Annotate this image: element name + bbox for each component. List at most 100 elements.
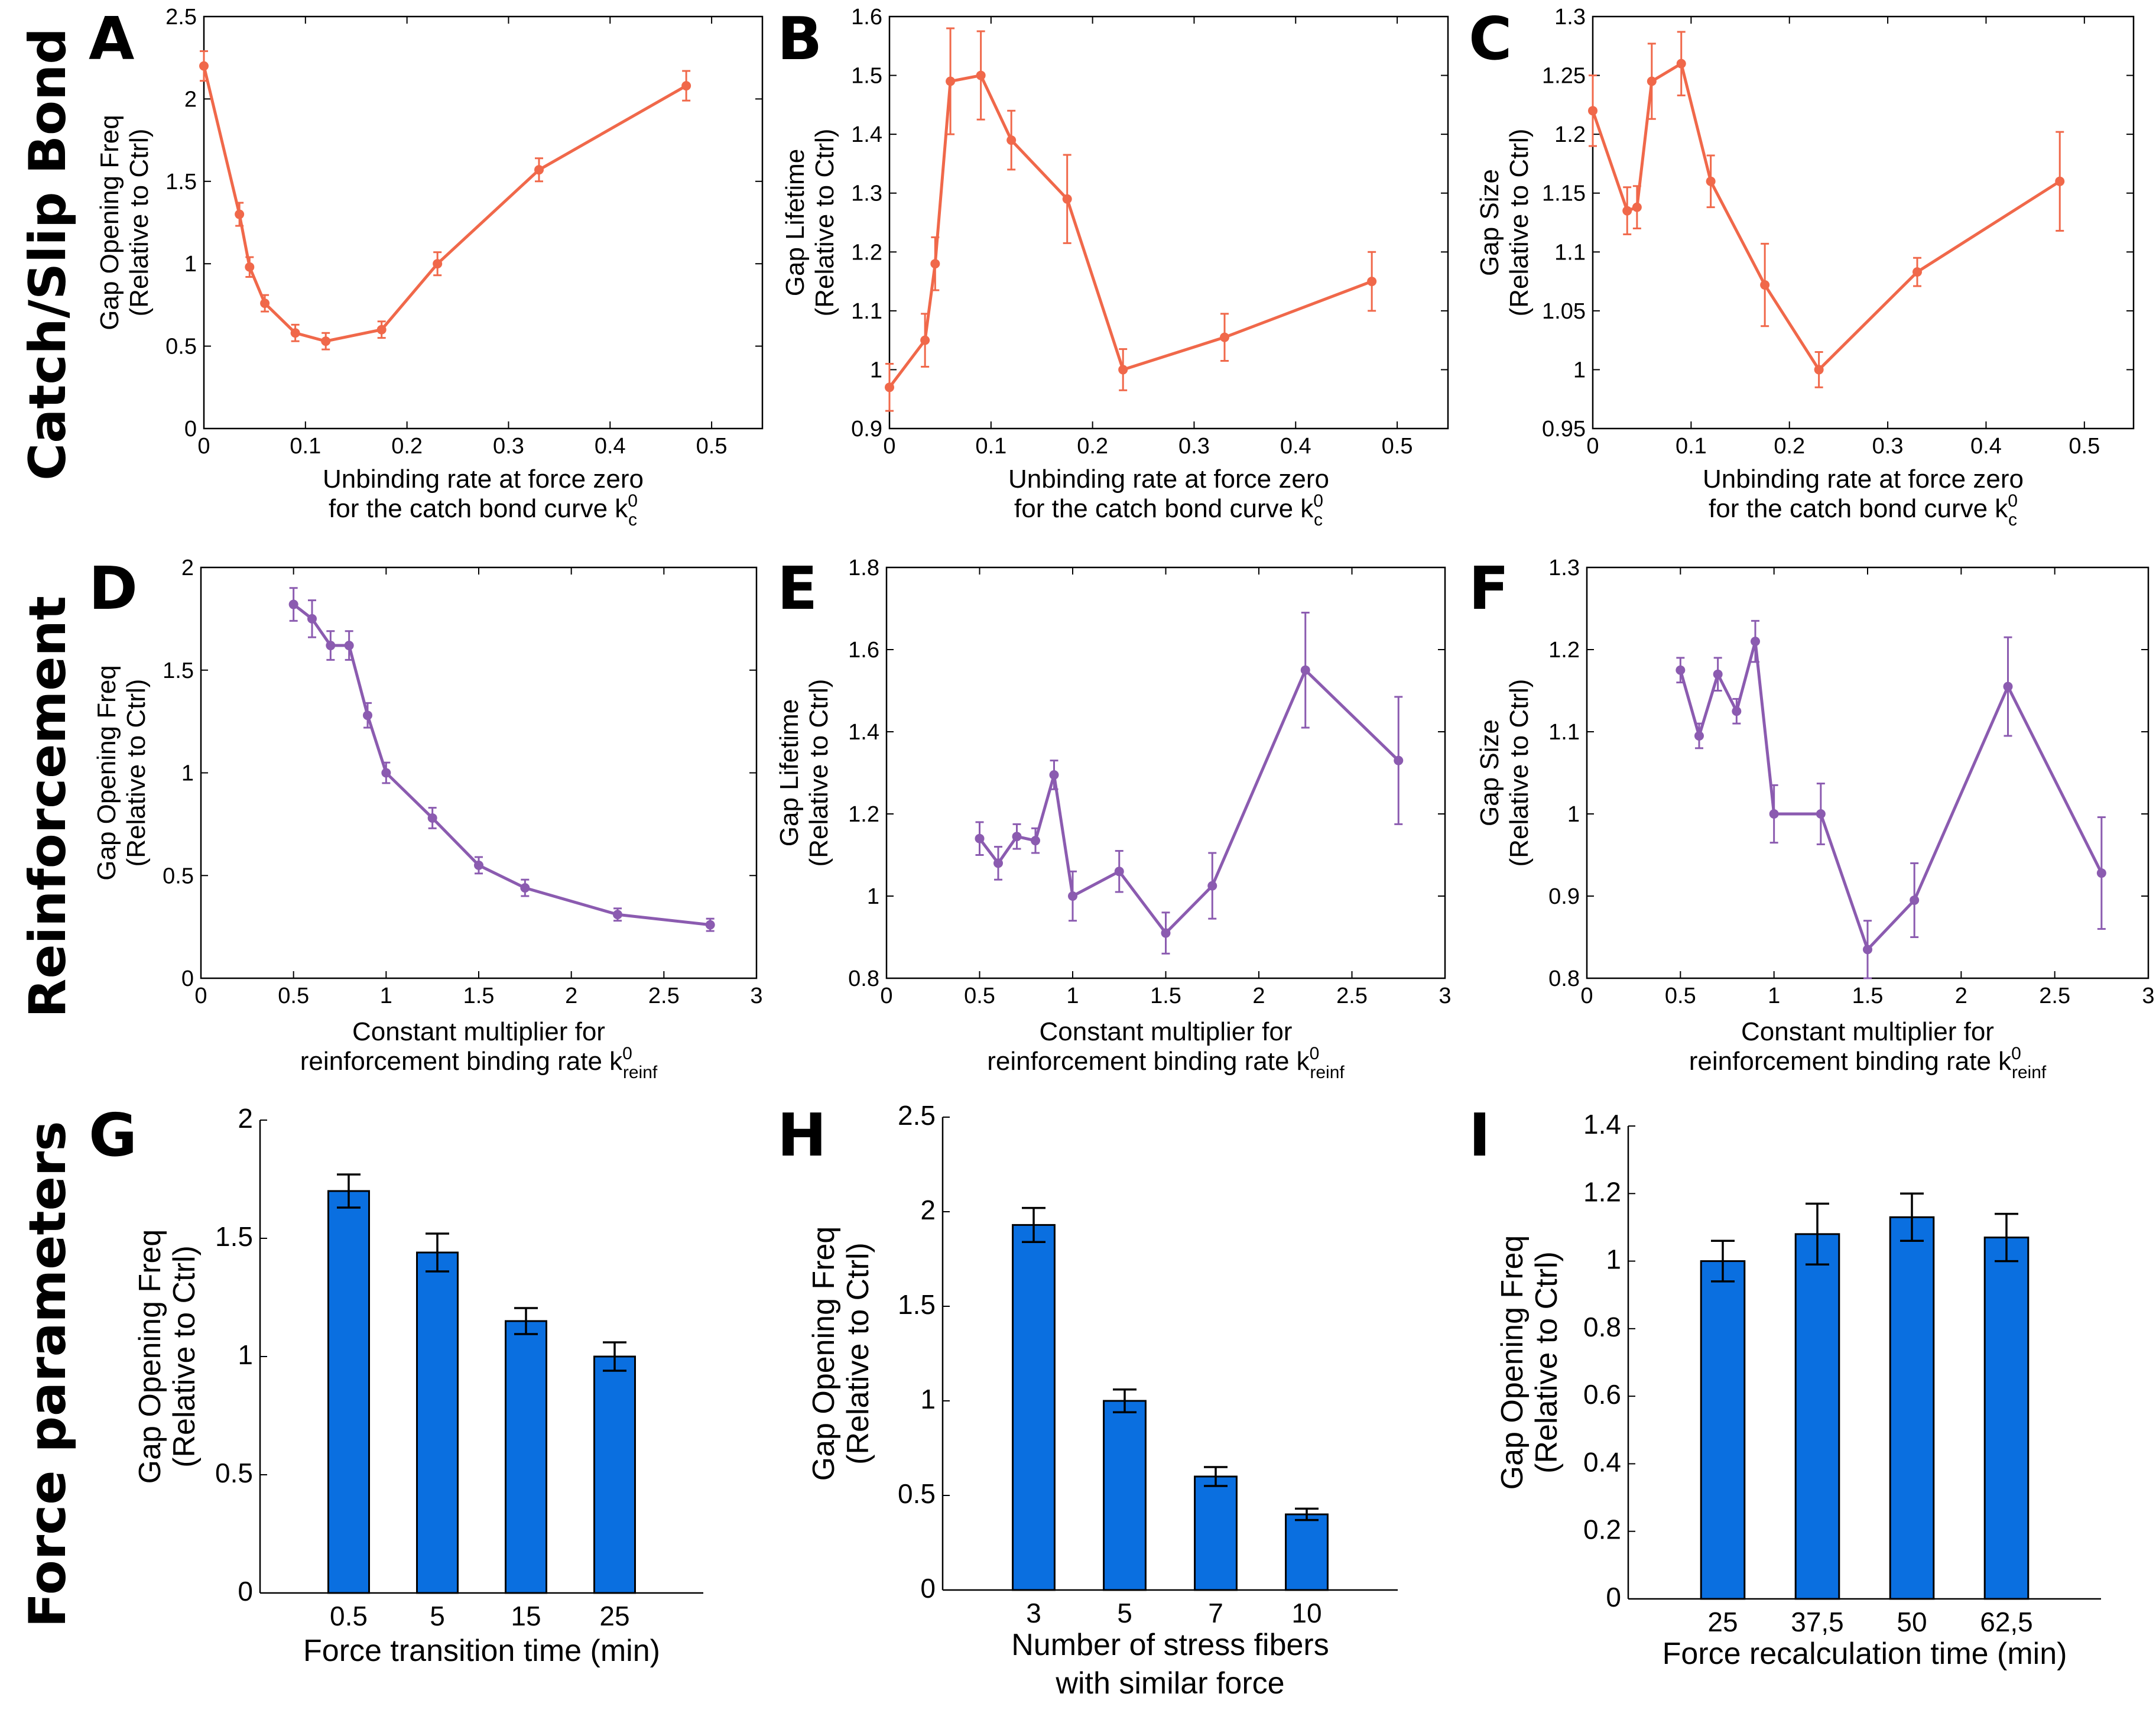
x-tick-label: 0 — [880, 984, 892, 1008]
y-axis-label: (Relative to Ctrl) — [122, 679, 151, 867]
error-bar — [1806, 1202, 1829, 1266]
y-tick-label: 0 — [184, 417, 197, 442]
y-axis-label: Gap Lifetime — [775, 699, 804, 846]
y-tick-label: 1.1 — [1554, 240, 1586, 265]
y-tick-label: 1.2 — [1548, 638, 1580, 663]
y-tick-label: 0.2 — [1583, 1514, 1621, 1545]
y-tick-label: 1.2 — [848, 802, 879, 827]
data-point — [1114, 867, 1124, 877]
data-point — [1207, 881, 1217, 891]
y-tick-label: 1 — [870, 358, 882, 382]
bar — [416, 1251, 459, 1594]
data-point — [1006, 135, 1017, 145]
data-point — [1769, 809, 1779, 819]
x-tick-label: 2 — [1252, 984, 1265, 1008]
row-title-reinforcement: Reinforcement — [18, 596, 77, 1018]
y-tick-label: 1 — [1606, 1244, 1621, 1275]
x-tick-label: 0.2 — [1077, 434, 1108, 459]
x-axis-label: reinforcement binding rate k0 reinf — [987, 1044, 1345, 1082]
x-axis-label: Constant multiplier for — [352, 1017, 605, 1046]
y-tick-label: 0 — [1606, 1582, 1621, 1612]
data-point — [260, 298, 270, 309]
y-tick-label: 1 — [867, 884, 879, 909]
row-title-force-parameters: Force parameters — [18, 1121, 77, 1627]
series-line — [978, 669, 1400, 935]
x-tick-label: 50 — [1897, 1607, 1927, 1637]
data-point — [1049, 770, 1059, 780]
x-tick-label: 0.3 — [1872, 434, 1904, 459]
x-tick-label: 0.1 — [290, 434, 321, 459]
data-point — [344, 641, 354, 651]
x-tick-label: 3 — [1439, 984, 1451, 1008]
data-point — [1622, 206, 1632, 216]
data-point — [1694, 731, 1704, 741]
series-line — [1591, 62, 2061, 371]
x-tick-label: 3 — [1026, 1598, 1041, 1628]
y-tick-label: 0.5 — [165, 335, 197, 359]
error-bar — [603, 1341, 626, 1372]
x-tick-label: 0 — [883, 434, 895, 459]
x-tick-label: 1 — [1066, 984, 1079, 1008]
x-tick-label: 15 — [511, 1601, 541, 1631]
x-tick-label: 1 — [1768, 984, 1780, 1008]
data-point — [1676, 59, 1686, 69]
data-point — [1394, 755, 1404, 765]
data-point — [1588, 106, 1597, 116]
error-bar — [1113, 1388, 1137, 1413]
axes-box — [200, 566, 758, 979]
y-axis-label: (Relative to Ctrl) — [1505, 129, 1534, 317]
data-point — [363, 710, 372, 721]
data-point — [1816, 809, 1826, 819]
y-axis-label: (Relative to Ctrl) — [804, 679, 833, 867]
y-axis-label: (Relative to Ctrl) — [841, 1242, 875, 1465]
y-tick-label: 1.3 — [1548, 556, 1580, 580]
x-tick-label: 0.3 — [493, 434, 524, 459]
x-tick-label: 0 — [197, 434, 210, 459]
x-tick-label: 37,5 — [1791, 1607, 1844, 1637]
data-point — [1220, 332, 1229, 342]
data-point — [1760, 280, 1770, 290]
x-tick-label: 0 — [1580, 984, 1593, 1008]
data-point — [2003, 682, 2013, 692]
x-tick-label: 0.5 — [964, 984, 995, 1008]
y-tick-label: 1 — [1573, 358, 1586, 382]
y-tick-label: 1 — [181, 761, 194, 786]
data-point — [705, 920, 715, 930]
y-tick-label: 0.4 — [1583, 1446, 1621, 1477]
x-tick-label: 0 — [194, 984, 207, 1008]
data-point — [975, 833, 985, 843]
bar — [1285, 1513, 1329, 1591]
y-axis-label: Gap Opening Freq — [133, 1229, 167, 1484]
x-tick-label: 2.5 — [648, 984, 680, 1008]
data-point — [433, 259, 443, 269]
panel-e-chart: E 0.8 1 1.2 1.4 1.6 1.8 Gap Lifetime (Relative t… — [775, 554, 1452, 1082]
y-tick-label: 1.5 — [851, 64, 882, 89]
data-point — [1161, 928, 1171, 938]
y-tick-label: 1.2 — [851, 240, 882, 265]
panel-label: B — [777, 4, 822, 73]
y-tick-label: 0.8 — [848, 966, 879, 991]
x-tick-label: 0.4 — [595, 434, 626, 459]
data-point — [288, 599, 298, 609]
panel-a-chart: A 0 0.5 1 1.5 2 2.5 Gap Opening Freq (Relative t… — [89, 4, 764, 530]
error-bar — [1204, 1466, 1228, 1487]
y-tick-label: 0.9 — [1548, 884, 1580, 909]
error-bar — [426, 1232, 449, 1273]
data-point — [307, 614, 317, 624]
data-point — [520, 883, 530, 893]
data-point — [245, 262, 255, 272]
bar — [1194, 1475, 1238, 1591]
panel-c-chart: C 0.95 1 1.05 1.1 1.15 1.2 1.25 1.3 Gap Size (Rela… — [1469, 4, 2135, 530]
y-axis-label: Gap Opening Freq — [1495, 1235, 1530, 1490]
y-tick-label: 1.15 — [1542, 181, 1586, 206]
data-point — [1913, 267, 1922, 277]
x-tick-label: 2.5 — [2039, 984, 2070, 1008]
axes-box — [1592, 15, 2135, 430]
data-point — [885, 382, 894, 392]
data-point — [1751, 637, 1760, 647]
axes-box — [203, 15, 764, 430]
x-tick-label: 62,5 — [1980, 1607, 2033, 1637]
data-point — [1814, 365, 1824, 375]
x-tick-label: 0.4 — [1280, 434, 1311, 459]
